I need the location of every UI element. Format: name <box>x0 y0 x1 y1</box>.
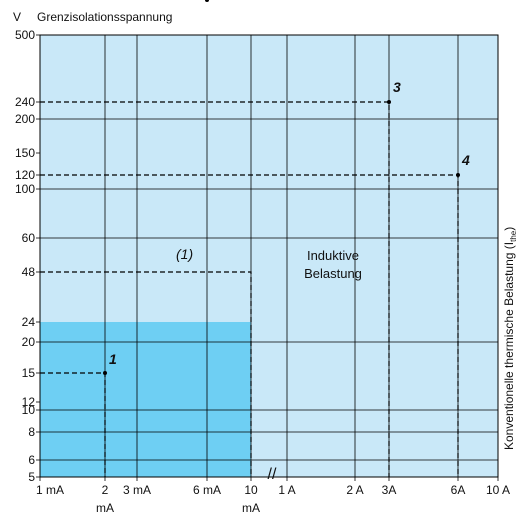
y-tick-label-60: 60 <box>22 231 36 245</box>
point-label-5: 4 <box>461 152 470 168</box>
point-marker-4 <box>387 100 391 104</box>
y-tick-label-500: 500 <box>15 28 35 42</box>
y-tick-label-10: 10 <box>22 403 36 417</box>
y2-axis-label: Konventionelle thermische Belastung (Ith… <box>502 227 517 450</box>
point-marker-2 <box>205 0 209 2</box>
y-tick-label-6: 6 <box>28 453 35 467</box>
guide-line-3 <box>40 271 252 477</box>
y-tick-label-100: 100 <box>15 182 35 196</box>
axis-break: // <box>268 466 277 483</box>
y-tick-label-12: 12 <box>22 395 36 409</box>
y-tick-label-5: 5 <box>28 470 35 484</box>
x-tick-label-1: 2 <box>102 483 109 497</box>
y-tick-label-8: 8 <box>28 425 35 439</box>
region-zone-2 <box>40 322 251 477</box>
annotation-line-2: Belastung <box>304 266 362 281</box>
x-tick-label-8: 6A <box>451 483 466 497</box>
annotation-line-1: Induktive <box>307 248 359 263</box>
x-tick-sublabel-1: mA <box>96 501 114 515</box>
point-label-4: 3 <box>393 79 401 95</box>
y-tick-label-15: 15 <box>22 366 36 380</box>
y-axis-label: Grenzisolationsspannung <box>37 10 172 24</box>
point-label-3: (1) <box>176 246 193 262</box>
x-tick-label-4: 10 <box>244 483 258 497</box>
x-tick-label-6: 2 A <box>346 483 363 497</box>
x-tick-label-3: 6 mA <box>193 483 221 497</box>
point-marker-5 <box>456 173 460 177</box>
x-tick-label-2: 3 mA <box>123 483 151 497</box>
point-label-1: 1 <box>109 351 117 367</box>
x-tick-label-9: 10 A <box>486 483 510 497</box>
x-tick-label-7: 3A <box>382 483 397 497</box>
y-unit: V <box>13 10 21 24</box>
x-tick-sublabel-4: mA <box>242 501 260 515</box>
y-tick-label-120: 120 <box>15 168 35 182</box>
y-tick-label-24: 24 <box>22 315 36 329</box>
plot-frame <box>39 34 499 478</box>
point-marker-1 <box>103 371 107 375</box>
y-tick-label-48: 48 <box>22 265 36 279</box>
y-tick-label-240: 240 <box>15 95 35 109</box>
y-tick-label-20: 20 <box>22 335 36 349</box>
y-tick-label-150: 150 <box>15 146 35 160</box>
point-label-2: 2 <box>210 0 219 3</box>
y-tick-label-200: 200 <box>15 112 35 126</box>
x-tick-label-5: 1 A <box>278 483 295 497</box>
x-tick-label-0: 1 mA <box>36 483 64 497</box>
